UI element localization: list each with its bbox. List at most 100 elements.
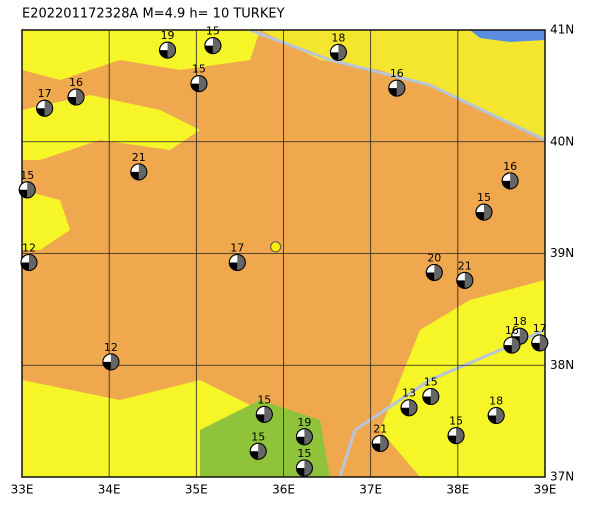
depth-label: 18	[489, 395, 503, 408]
ball-quadrant	[503, 345, 512, 354]
ball-outline	[503, 336, 521, 354]
ball-outline	[329, 43, 347, 61]
focal-mechanism	[190, 75, 208, 93]
lon-tick-label: 33E	[11, 483, 34, 497]
depth-label: 15	[449, 415, 463, 428]
depth-label: 15	[477, 191, 491, 204]
depth-label: 16	[505, 324, 519, 337]
ball-outline	[204, 37, 222, 55]
focal-mechanism	[36, 99, 54, 117]
focal-mechanism	[329, 43, 347, 61]
focal-mechanism	[249, 442, 267, 460]
focal-mechanism	[388, 79, 406, 97]
ball-quadrant	[464, 272, 473, 289]
ball-quadrant	[388, 88, 397, 97]
focal-mechanism	[371, 434, 389, 452]
focal-mechanism	[255, 405, 273, 423]
lat-tick-label: 37N	[550, 470, 574, 484]
ball-quadrant	[372, 443, 381, 452]
ball-outline	[102, 353, 120, 371]
ball-quadrant	[212, 37, 221, 54]
ball-quadrant	[68, 97, 77, 106]
ball-quadrant	[138, 163, 147, 180]
depth-label: 20	[427, 251, 441, 264]
depth-label: 15	[20, 169, 34, 182]
ball-outline	[456, 271, 474, 289]
focal-mechanism	[425, 263, 443, 281]
lon-tick-label: 37E	[359, 483, 382, 497]
ball-outline	[249, 442, 267, 460]
ball-quadrant	[237, 254, 246, 271]
depth-label: 17	[230, 241, 244, 254]
ball-outline	[130, 163, 148, 181]
ball-outline	[487, 407, 505, 425]
focal-mechanism	[487, 407, 505, 425]
ball-quadrant	[502, 180, 511, 189]
ball-quadrant	[483, 204, 492, 221]
ball-quadrant	[422, 396, 431, 405]
depth-label: 19	[161, 29, 175, 42]
focal-mechanism	[422, 388, 440, 406]
ball-quadrant	[256, 414, 265, 423]
ball-outline	[36, 99, 54, 117]
ball-quadrant	[511, 337, 520, 354]
ball-outline	[159, 41, 177, 59]
focal-mechanism	[295, 459, 313, 477]
ball-quadrant	[19, 189, 28, 198]
ball-outline	[295, 428, 313, 446]
ball-quadrant	[28, 254, 37, 271]
ball-quadrant	[36, 108, 45, 117]
ball-quadrant	[330, 52, 339, 61]
focal-mechanism	[159, 41, 177, 59]
ball-quadrant	[426, 272, 435, 281]
ball-outline	[388, 79, 406, 97]
ball-quadrant	[304, 460, 313, 477]
ball-outline	[531, 334, 549, 352]
ball-outline	[400, 399, 418, 417]
ball-quadrant	[264, 406, 273, 423]
ball-quadrant	[304, 428, 313, 445]
lon-tick-label: 36E	[272, 483, 295, 497]
focal-mechanism	[531, 334, 549, 352]
ball-outline	[255, 405, 273, 423]
lat-tick-label: 41N	[550, 23, 574, 37]
depth-label: 18	[331, 31, 345, 44]
ball-quadrant	[167, 42, 176, 59]
lon-tick-label: 39E	[534, 483, 557, 497]
ball-quadrant	[229, 262, 238, 271]
depth-label: 15	[192, 63, 206, 76]
depth-label: 12	[104, 341, 118, 354]
focal-mechanism	[102, 353, 120, 371]
ball-quadrant	[401, 407, 410, 416]
ball-outline	[190, 75, 208, 93]
focal-mechanism	[18, 181, 36, 199]
ball-quadrant	[258, 443, 267, 460]
ball-quadrant	[296, 468, 305, 477]
ball-quadrant	[380, 435, 389, 452]
ball-quadrant	[44, 100, 53, 117]
ball-outline	[67, 88, 85, 106]
ball-outline	[475, 203, 493, 221]
depth-label: 17	[533, 322, 547, 335]
focal-mechanism	[456, 271, 474, 289]
depth-label: 19	[297, 416, 311, 429]
focal-mechanism	[447, 427, 465, 445]
focal-mechanism	[501, 172, 519, 190]
depth-label: 15	[424, 376, 438, 389]
ball-outline	[20, 253, 38, 271]
ball-quadrant	[430, 388, 439, 405]
ball-quadrant	[250, 451, 259, 460]
ball-quadrant	[76, 89, 85, 106]
ball-quadrant	[496, 407, 505, 424]
ball-quadrant	[409, 399, 418, 416]
ball-outline	[295, 459, 313, 477]
ball-quadrant	[190, 83, 199, 92]
depth-label: 18	[513, 315, 527, 328]
lat-tick-label: 38N	[550, 358, 574, 372]
focal-mechanism	[228, 253, 246, 271]
ball-outline	[447, 427, 465, 445]
lon-tick-label: 35E	[185, 483, 208, 497]
depth-label: 16	[503, 160, 517, 173]
lon-tick-label: 38E	[446, 483, 469, 497]
